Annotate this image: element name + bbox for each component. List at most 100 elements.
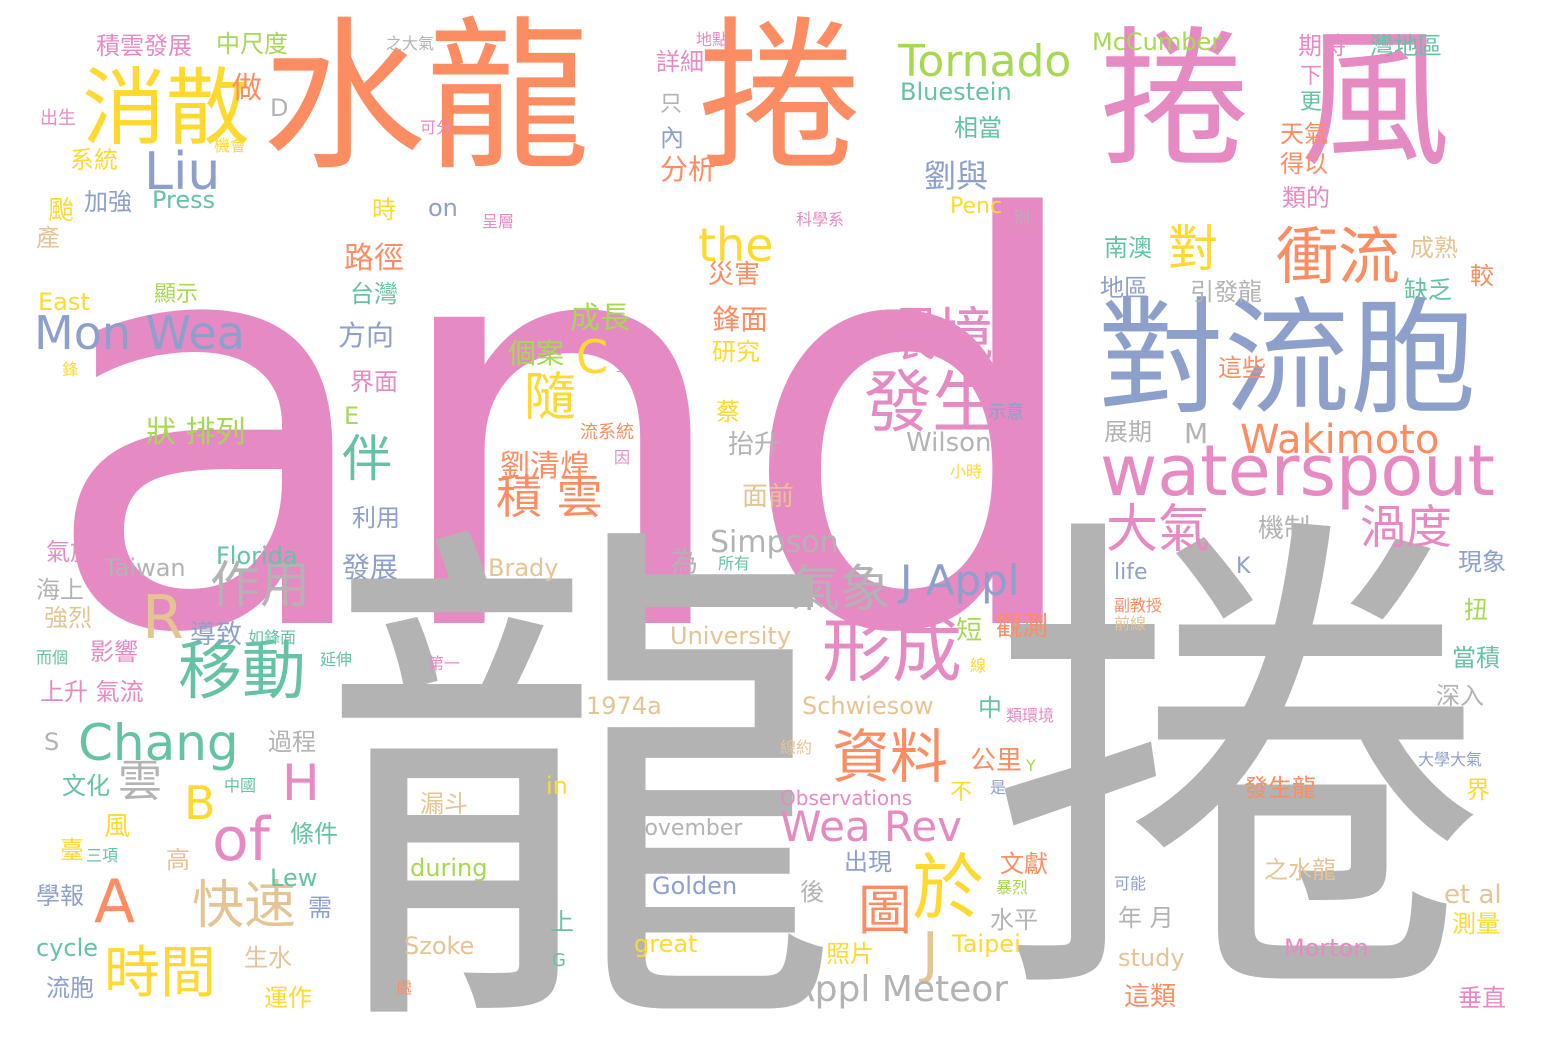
- word-對流胞-7: 對流胞: [1098, 285, 1476, 432]
- word-a-40: A: [94, 867, 136, 937]
- word-風-6: 風: [1300, 14, 1451, 188]
- word-wakimoto-22: Wakimoto: [1240, 417, 1440, 463]
- word-劉清煌-111: 劉清煌: [500, 449, 590, 484]
- word-線約-152: 線約: [780, 738, 813, 757]
- word-中-147: 中: [978, 694, 1002, 722]
- word-公里-153: 公里: [970, 746, 1023, 776]
- word-h-34: H: [282, 754, 320, 812]
- word-這類-199: 這類: [1124, 982, 1177, 1012]
- word-大氣-25: 大氣: [1106, 500, 1211, 560]
- word-短-133: 短: [956, 616, 983, 646]
- word-積雲發展-48: 積雲發展: [96, 32, 192, 60]
- word-出現-173: 出現: [844, 848, 892, 876]
- word-風-165: 風: [104, 812, 131, 842]
- word-延伸-140: 延伸: [320, 650, 353, 669]
- word-個案-95: 個案: [508, 337, 565, 370]
- word-文獻-171: 文獻: [1000, 850, 1048, 878]
- word-灣地區-53: 灣地區: [1370, 32, 1442, 60]
- word-龍-1: 龍: [320, 487, 840, 1052]
- word-抬升-110: 抬升: [728, 430, 781, 460]
- word-and-0: and: [40, 104, 1094, 756]
- word-university-132: University: [670, 622, 792, 650]
- word-florida-118: Florida: [216, 542, 298, 570]
- word-j-appl-30: J Appl: [900, 556, 1020, 605]
- word-m-108: M: [1184, 417, 1209, 450]
- word-類的-70: 類的: [1282, 184, 1330, 212]
- word-發生-18: 發生: [864, 364, 1001, 443]
- word-during-172: during: [410, 854, 488, 882]
- word-分析-67: 分析: [660, 153, 717, 186]
- word-更-59: 更: [1300, 90, 1323, 115]
- word-地區-86: 地區: [1100, 274, 1148, 302]
- word-east-90: East: [38, 288, 90, 316]
- word-k-126: K: [1236, 554, 1251, 579]
- word-observations-159: Observations: [780, 786, 913, 810]
- word-科學系-77: 科學系: [796, 210, 845, 229]
- word-暴烈-175: 暴烈: [996, 878, 1029, 897]
- word-環境-17: 環境: [878, 301, 995, 369]
- word-水平-185: 水平: [990, 906, 1038, 934]
- word-作用-28: 作用: [210, 556, 310, 614]
- word-e-102: E: [344, 402, 360, 430]
- word-november-166: November: [628, 816, 743, 841]
- word-b-37: B: [184, 776, 216, 830]
- word-上-184: 上: [550, 908, 574, 936]
- word-機會-61: 機會: [214, 136, 247, 155]
- word-加強-72: 加強: [84, 188, 132, 216]
- word-海上-128: 海上: [36, 576, 84, 604]
- word-中國-155: 中國: [224, 776, 257, 795]
- word-導致-139: 導致: [190, 620, 243, 650]
- word-快速-41: 快速: [192, 876, 297, 936]
- word-氣旋-117: 氣旋: [46, 538, 94, 566]
- word-為-122: 為: [670, 545, 699, 578]
- word-南澳-82: 南澳: [1104, 234, 1152, 262]
- word-資料-35: 資料: [832, 723, 949, 791]
- word-上升-氣流-144: 上升 氣流: [40, 678, 144, 706]
- word-當積-143: 當積: [1452, 644, 1500, 672]
- word-taiwan-120: Taiwan: [104, 554, 186, 582]
- word-三項-169: 三項: [86, 846, 119, 865]
- word-只-57: 只: [660, 92, 683, 117]
- word-可能-178: 可能: [1114, 874, 1147, 893]
- word-學報-180: 學報: [36, 882, 84, 910]
- word-產-80: 產: [36, 224, 60, 252]
- word-雲-36: 雲: [118, 756, 162, 807]
- word-形成-31: 形成: [822, 610, 962, 692]
- word-漏斗-164: 漏斗: [420, 790, 468, 818]
- word-觀測-134: 觀測: [996, 612, 1049, 642]
- word-r-27: R: [142, 583, 184, 653]
- word-d-56: D: [270, 94, 289, 122]
- word-schwiesow-146: Schwiesow: [802, 692, 934, 720]
- word-捲-2: 捲: [990, 479, 1490, 1052]
- word-梅雨-109: 梅雨: [176, 444, 224, 472]
- word-過程-151: 過程: [268, 728, 316, 756]
- word-得以-68: 得以: [1280, 150, 1328, 178]
- word-天氣-64: 天氣: [1280, 120, 1328, 148]
- word-時-74: 時: [372, 196, 396, 224]
- word-第一-141: 第一: [428, 654, 461, 673]
- word-界-163: 界: [1466, 776, 1490, 804]
- word-如鋒面-136: 如鋒面: [248, 628, 297, 647]
- word-不-160: 不: [950, 780, 973, 805]
- word-示意-101: 示意: [988, 402, 1024, 423]
- word-條件-167: 條件: [290, 820, 338, 848]
- word-捲-4: 捲: [698, 2, 863, 193]
- word-做-55: 做: [232, 71, 262, 106]
- word-相當-63: 相當: [954, 114, 1002, 142]
- word-之大氣-50: 之大氣: [386, 34, 435, 53]
- word-mon-wea-19: Mon Wea: [34, 306, 245, 360]
- word-衝流-15: 衝流: [1276, 220, 1401, 293]
- word-penc-78: Penc: [950, 194, 1003, 219]
- word-機制-116: 機制: [1258, 514, 1311, 544]
- word-災害-85: 災害: [708, 260, 761, 290]
- word-聯合均-124: 聯合均: [976, 548, 1025, 567]
- word-利用-115: 利用: [352, 504, 400, 532]
- word-y-157: Y: [1026, 756, 1036, 775]
- word-appl-meteor-46: Appl Meteor: [790, 969, 1009, 1010]
- word-颱-71: 颱: [48, 196, 75, 226]
- word-展期-107: 展期: [1104, 418, 1152, 446]
- word-台灣-84: 台灣: [350, 280, 398, 308]
- word-照片-195: 照片: [826, 940, 874, 968]
- word-高-170: 高: [166, 846, 190, 874]
- word-類環境-148: 類環境: [1006, 706, 1055, 725]
